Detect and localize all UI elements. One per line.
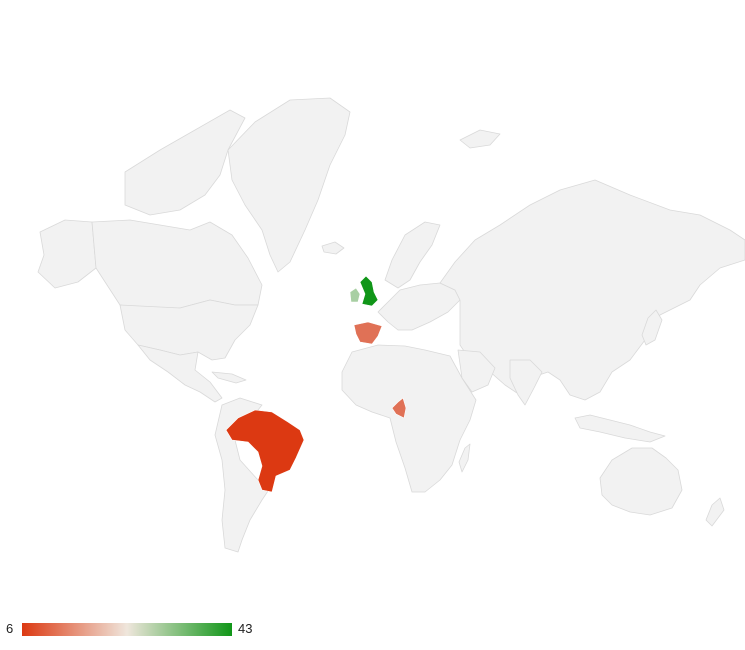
- country-canada-islands[interactable]: [124, 109, 246, 216]
- country-scandinavia[interactable]: [384, 221, 441, 289]
- legend-max-label: 43: [238, 621, 253, 636]
- country-spain[interactable]: [353, 321, 383, 345]
- country-united-states[interactable]: [119, 299, 259, 361]
- country-canada[interactable]: [91, 219, 263, 309]
- color-legend: 6 43: [0, 620, 270, 638]
- country-arctic-islands[interactable]: [459, 129, 501, 149]
- country-mexico[interactable]: [137, 344, 223, 403]
- country-australia[interactable]: [599, 447, 683, 516]
- country-alaska[interactable]: [37, 219, 97, 289]
- country-japan[interactable]: [641, 309, 663, 346]
- country-europe[interactable]: [377, 282, 461, 331]
- country-indonesia[interactable]: [574, 414, 666, 443]
- country-brazil[interactable]: [225, 409, 305, 493]
- legend-min-label: 6: [6, 621, 14, 636]
- country-madagascar[interactable]: [458, 443, 471, 473]
- country-india[interactable]: [509, 359, 543, 406]
- country-africa[interactable]: [341, 344, 477, 493]
- country-united-kingdom[interactable]: [359, 275, 379, 307]
- country-cameroon[interactable]: [391, 397, 407, 419]
- country-arabia[interactable]: [457, 349, 496, 393]
- country-greenland[interactable]: [227, 97, 351, 273]
- country-cuba[interactable]: [211, 371, 247, 384]
- legend-gradient-bar: [22, 623, 232, 636]
- country-new-zealand[interactable]: [705, 497, 725, 527]
- country-ireland[interactable]: [349, 287, 361, 303]
- country-iceland[interactable]: [321, 241, 345, 255]
